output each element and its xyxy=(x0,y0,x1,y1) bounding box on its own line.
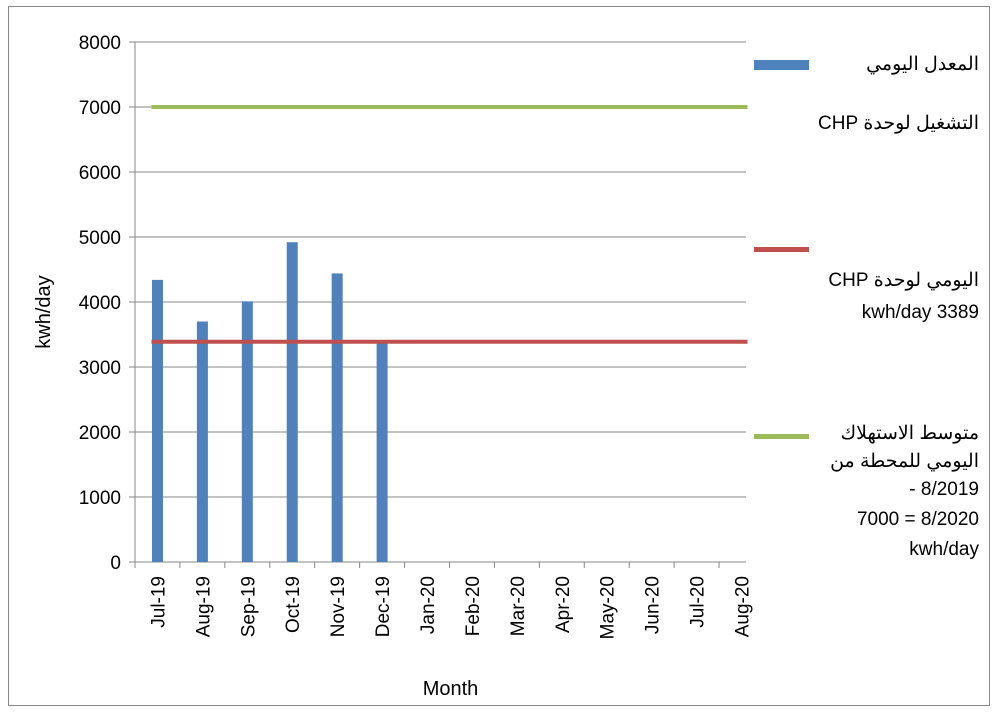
legend-label-chp-daily-2: 3389 kwh/day xyxy=(861,302,979,323)
y-tick-label: 5000 xyxy=(79,228,121,249)
x-tick-label: May-20 xyxy=(598,576,619,639)
x-tick-label: Nov-19 xyxy=(328,576,349,637)
x-tick-label: Mar-20 xyxy=(508,576,529,636)
chart-svg: 0 1000 2000 3000 4000 5000 6000 7000 8000 Jul-19 A… xyxy=(33,33,754,700)
y-tick-label: 2000 xyxy=(79,423,121,444)
x-tick-label: Aug-19 xyxy=(193,576,214,637)
y-tick-label: 0 xyxy=(110,553,121,574)
x-tick-label: Aug-20 xyxy=(733,576,754,637)
y-tick-label: 3000 xyxy=(79,358,121,379)
bar-Jul-19 xyxy=(151,279,163,562)
bar-Nov-19 xyxy=(331,273,343,562)
x-tick-label: Sep-19 xyxy=(238,576,259,637)
x-tick-label: Dec-19 xyxy=(373,576,394,637)
bar-Oct-19 xyxy=(286,242,298,562)
y-tick-label: 7000 xyxy=(79,98,121,119)
legend-swatch-daily-bar xyxy=(754,60,809,70)
y-axis-title: kwh/day xyxy=(33,275,55,348)
x-tick-label: Apr-20 xyxy=(553,576,574,633)
x-tick-label: Jan-20 xyxy=(418,576,439,634)
x-tick-label: Oct-19 xyxy=(283,576,304,633)
legend-label-daily: المعدل اليومي xyxy=(866,54,979,75)
legend-label-consumption-4: 8/2020 = 7000 xyxy=(856,509,979,530)
legend-label-chp-operation: التشغيل لوحدة CHP xyxy=(818,113,979,134)
legend-label-consumption-3: 8/2019 - xyxy=(909,479,979,500)
x-tick-label: Jul-20 xyxy=(688,576,709,628)
bar-Aug-19 xyxy=(196,321,208,562)
bar-Sep-19 xyxy=(241,301,253,562)
legend-label-consumption-1: متوسط الاستهلاك xyxy=(840,423,979,444)
legend-swatch-consumption-line xyxy=(754,434,809,439)
legend-label-chp-daily-1: اليومي لوحدة CHP xyxy=(828,270,979,291)
y-tick-label: 4000 xyxy=(79,293,121,314)
x-tick-label: Jun-20 xyxy=(643,576,664,634)
y-tick-label: 1000 xyxy=(79,488,121,509)
legend-label-consumption-2: اليومي للمحطة من xyxy=(830,451,979,472)
x-tick-label: Feb-20 xyxy=(463,576,484,636)
x-tick-label: Jul-19 xyxy=(148,576,169,628)
x-axis-title: Month xyxy=(423,678,479,700)
chart-frame: 0 1000 2000 3000 4000 5000 6000 7000 8000 Jul-19 A… xyxy=(8,6,990,706)
legend-label-consumption-5: kwh/day xyxy=(909,539,979,560)
y-tick-label: 6000 xyxy=(79,163,121,184)
y-tick-label: 8000 xyxy=(79,33,121,54)
bar-Dec-19 xyxy=(376,341,388,562)
legend-swatch-chp-daily-line xyxy=(754,247,809,252)
